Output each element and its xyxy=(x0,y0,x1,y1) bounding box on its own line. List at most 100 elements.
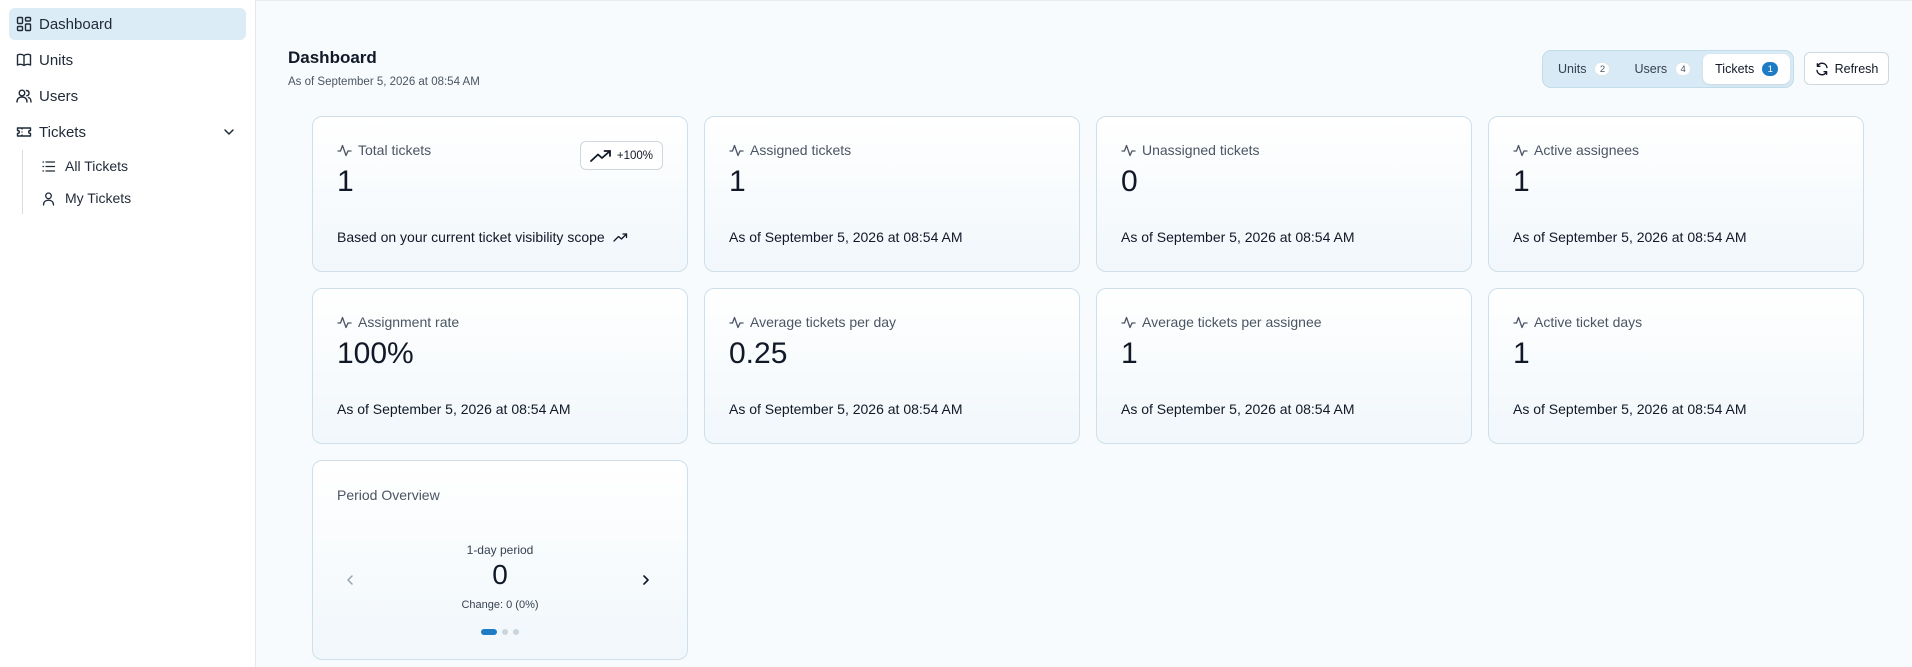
activity-icon xyxy=(729,315,744,330)
book-icon xyxy=(16,52,32,68)
segment-tab-label: Tickets xyxy=(1715,62,1755,76)
sidebar-item-label: Tickets xyxy=(39,123,86,141)
sidebar-item-label: My Tickets xyxy=(65,190,132,206)
card-footer: Based on your current ticket visibility … xyxy=(337,229,628,245)
chevron-down-icon[interactable] xyxy=(222,125,236,139)
ticket-icon xyxy=(16,124,32,140)
sidebar-item-tickets[interactable]: Tickets xyxy=(9,116,246,148)
card-value: 1 xyxy=(1121,337,1138,370)
card-title: Active ticket days xyxy=(1534,314,1643,330)
sidebar-item-label: Units xyxy=(39,51,74,69)
segment-tab-units[interactable]: Units 2 xyxy=(1546,54,1622,84)
card-header: Active ticket days xyxy=(1513,314,1642,330)
sidebar-item-units[interactable]: Units xyxy=(9,44,246,76)
card-footer: As of September 5, 2026 at 08:54 AM xyxy=(729,229,963,245)
period-title: Period Overview xyxy=(337,487,440,503)
card-header: Active assignees xyxy=(1513,142,1639,158)
activity-icon xyxy=(337,315,352,330)
stat-card-active-assignees: Active assignees 1 As of September 5, 20… xyxy=(1488,116,1864,272)
main-content: Dashboard As of September 5, 2026 at 08:… xyxy=(256,0,1912,667)
carousel-dot[interactable] xyxy=(502,629,508,635)
refresh-label: Refresh xyxy=(1834,61,1879,76)
card-title: Assigned tickets xyxy=(750,142,852,158)
user-icon xyxy=(41,191,56,206)
stat-card-active-ticket-days: Active ticket days 1 As of September 5, … xyxy=(1488,288,1864,444)
carousel-dots xyxy=(313,629,687,635)
activity-icon xyxy=(337,143,352,158)
sidebar-item-label: All Tickets xyxy=(65,158,129,174)
page-title: Dashboard xyxy=(288,48,377,67)
sidebar-item-label: Dashboard xyxy=(39,15,113,33)
sidebar: Dashboard Units Users Tickets xyxy=(0,0,256,667)
activity-icon xyxy=(1513,143,1528,158)
activity-icon xyxy=(1121,143,1136,158)
sidebar-item-my-tickets[interactable]: My Tickets xyxy=(35,182,255,214)
segment-tab-label: Units xyxy=(1558,62,1587,76)
card-header: Total tickets xyxy=(337,142,431,158)
card-value: 1 xyxy=(337,165,354,198)
card-title: Average tickets per day xyxy=(750,314,897,330)
card-footer-text: Based on your current ticket visibility … xyxy=(337,229,605,245)
card-footer: As of September 5, 2026 at 08:54 AM xyxy=(1513,229,1747,245)
card-value: 1 xyxy=(1513,165,1530,198)
card-value: 100% xyxy=(337,337,414,370)
trending-up-icon xyxy=(613,230,628,245)
trend-badge: +100% xyxy=(579,141,663,170)
stat-card-total-tickets: Total tickets +100% 1 Based on your curr… xyxy=(312,116,688,272)
period-value: 0 xyxy=(492,559,508,590)
card-footer: As of September 5, 2026 at 08:54 AM xyxy=(729,401,963,417)
card-value: 0 xyxy=(1121,165,1138,198)
period-overview-card: Period Overview 1-day period 0 Change: 0… xyxy=(312,460,688,660)
chevron-left-icon[interactable] xyxy=(343,573,357,587)
card-footer: As of September 5, 2026 at 08:54 AM xyxy=(1121,229,1355,245)
view-segment-control: Units 2 Users 4 Tickets 1 xyxy=(1542,50,1795,88)
chevron-right-icon[interactable] xyxy=(639,573,653,587)
card-title: Unassigned tickets xyxy=(1142,142,1260,158)
card-title: Active assignees xyxy=(1534,142,1640,158)
carousel-dot[interactable] xyxy=(481,629,497,635)
card-footer: As of September 5, 2026 at 08:54 AM xyxy=(1513,401,1747,417)
segment-tab-users[interactable]: Users 4 xyxy=(1622,54,1703,84)
stat-card-assigned-tickets: Assigned tickets 1 As of September 5, 20… xyxy=(704,116,1080,272)
activity-icon xyxy=(1121,315,1136,330)
stat-card-unassigned-tickets: Unassigned tickets 0 As of September 5, … xyxy=(1096,116,1472,272)
sidebar-item-users[interactable]: Users xyxy=(9,80,246,112)
sidebar-item-dashboard[interactable]: Dashboard xyxy=(9,8,246,40)
stat-card-assignment-rate: Assignment rate 100% As of September 5, … xyxy=(312,288,688,444)
sidebar-item-label: Users xyxy=(39,87,79,105)
page-subtitle: As of September 5, 2026 at 08:54 AM xyxy=(288,76,480,88)
activity-icon xyxy=(729,143,744,158)
card-header: Assigned tickets xyxy=(729,142,851,158)
activity-icon xyxy=(1513,315,1528,330)
count-badge: 1 xyxy=(1762,62,1779,76)
sidebar-item-all-tickets[interactable]: All Tickets xyxy=(35,150,255,182)
segment-tab-tickets[interactable]: Tickets 1 xyxy=(1703,54,1791,84)
stat-card-avg-tickets-per-day: Average tickets per day 0.25 As of Septe… xyxy=(704,288,1080,444)
card-title: Average tickets per assignee xyxy=(1142,314,1322,330)
period-change: Change: 0 (0%) xyxy=(461,599,539,611)
card-header: Average tickets per assignee xyxy=(1121,314,1322,330)
segment-tab-label: Users xyxy=(1634,62,1668,76)
card-value: 0.25 xyxy=(729,337,788,370)
carousel-dot[interactable] xyxy=(513,629,519,635)
refresh-icon xyxy=(1815,62,1829,76)
stat-card-avg-tickets-per-assignee: Average tickets per assignee 1 As of Sep… xyxy=(1096,288,1472,444)
refresh-button[interactable]: Refresh xyxy=(1804,52,1889,85)
card-footer: As of September 5, 2026 at 08:54 AM xyxy=(337,401,571,417)
list-icon xyxy=(41,159,56,174)
card-header: Assignment rate xyxy=(337,314,459,330)
count-badge: 4 xyxy=(1675,62,1692,76)
dashboard-icon xyxy=(16,16,32,32)
card-value: 1 xyxy=(729,165,746,198)
period-label: 1-day period xyxy=(466,543,534,557)
users-icon xyxy=(16,88,32,104)
card-footer: As of September 5, 2026 at 08:54 AM xyxy=(1121,401,1355,417)
card-value: 1 xyxy=(1513,337,1530,370)
card-title: Assignment rate xyxy=(358,314,460,330)
card-header: Unassigned tickets xyxy=(1121,142,1260,158)
tickets-subnav: All Tickets My Tickets xyxy=(22,150,255,214)
card-title: Total tickets xyxy=(358,142,432,158)
count-badge: 2 xyxy=(1594,62,1611,76)
trending-up-icon xyxy=(589,149,612,163)
card-header: Average tickets per day xyxy=(729,314,896,330)
